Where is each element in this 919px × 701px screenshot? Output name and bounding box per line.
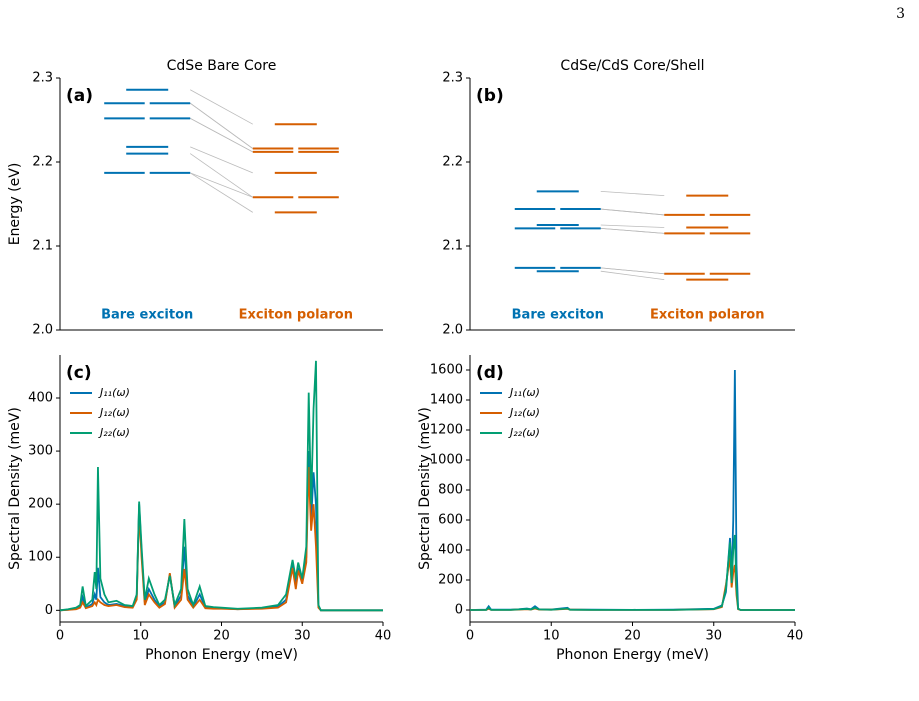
connector <box>189 172 254 213</box>
x-axis-label: Phonon Energy (meV) <box>145 647 298 663</box>
legend-label: Bare exciton <box>101 308 193 323</box>
chart-title: CdSe Bare Core <box>167 58 277 74</box>
x-tick-label: 40 <box>375 629 392 644</box>
y-tick-label: 200 <box>438 573 463 588</box>
y-tick-label: 2.1 <box>32 239 53 254</box>
y-tick-label: 2.1 <box>442 239 463 254</box>
series-line <box>59 451 383 612</box>
legend-label: J₁₂(ω) <box>508 406 540 419</box>
y-axis-label: Spectral Density (meV) <box>7 407 23 570</box>
x-axis-label: Phonon Energy (meV) <box>556 647 709 663</box>
connector <box>600 208 665 216</box>
legend-label: Bare exciton <box>512 308 604 323</box>
connector <box>600 270 665 280</box>
connector <box>189 102 254 149</box>
x-tick-label: 20 <box>624 629 641 644</box>
y-axis-label: Spectral Density (meV) <box>417 407 433 570</box>
y-tick-label: 0 <box>455 603 463 618</box>
y-tick-label: 1600 <box>430 363 463 378</box>
x-tick-label: 30 <box>705 629 722 644</box>
y-tick-label: 300 <box>28 444 53 459</box>
x-tick-label: 30 <box>294 629 311 644</box>
y-tick-label: 2.2 <box>442 155 463 170</box>
y-tick-label: 100 <box>28 550 53 565</box>
y-tick-label: 400 <box>28 390 53 405</box>
x-tick-label: 0 <box>56 629 64 644</box>
x-tick-label: 20 <box>213 629 230 644</box>
y-axis-label: Energy (eV) <box>7 163 23 246</box>
series-line <box>469 557 795 611</box>
connector <box>600 227 665 234</box>
series-line <box>59 360 383 612</box>
chart-title: CdSe/CdS Core/Shell <box>560 58 704 74</box>
x-tick-label: 10 <box>132 629 149 644</box>
y-tick-label: 200 <box>28 497 53 512</box>
y-tick-label: 2.2 <box>32 155 53 170</box>
y-tick-label: 0 <box>45 603 53 618</box>
panel-label: (c) <box>66 363 92 383</box>
y-tick-label: 2.3 <box>32 71 53 86</box>
y-tick-label: 400 <box>438 543 463 558</box>
panel-label: (a) <box>66 86 93 106</box>
connector <box>600 224 665 228</box>
x-tick-label: 40 <box>787 629 804 644</box>
connector <box>600 191 665 196</box>
legend-label: J₁₂(ω) <box>98 406 130 419</box>
legend-label: J₁₁(ω) <box>508 386 540 399</box>
connector <box>600 267 665 275</box>
y-tick-label: 600 <box>438 513 463 528</box>
y-tick-label: 1200 <box>430 423 463 438</box>
legend-label: J₂₂(ω) <box>98 426 130 439</box>
panel-label: (b) <box>476 86 504 106</box>
legend-label: J₂₂(ω) <box>508 426 540 439</box>
y-tick-label: 2.0 <box>442 323 463 338</box>
connector <box>189 153 254 198</box>
connector <box>190 172 253 198</box>
panel-label: (d) <box>476 363 504 383</box>
y-tick-label: 800 <box>438 483 463 498</box>
x-tick-label: 10 <box>543 629 560 644</box>
legend-label: Exciton polaron <box>650 308 764 323</box>
y-tick-label: 2.3 <box>442 71 463 86</box>
y-tick-label: 2.0 <box>32 323 53 338</box>
series-line <box>59 466 383 612</box>
page-number: 3 <box>896 6 905 22</box>
connector <box>190 117 253 153</box>
legend-label: J₁₁(ω) <box>98 386 130 399</box>
y-tick-label: 1400 <box>430 393 463 408</box>
connector <box>190 89 253 125</box>
series-line <box>469 534 795 611</box>
legend-label: Exciton polaron <box>239 308 353 323</box>
connector <box>190 146 253 174</box>
y-tick-label: 1000 <box>430 453 463 468</box>
x-tick-label: 0 <box>466 629 474 644</box>
